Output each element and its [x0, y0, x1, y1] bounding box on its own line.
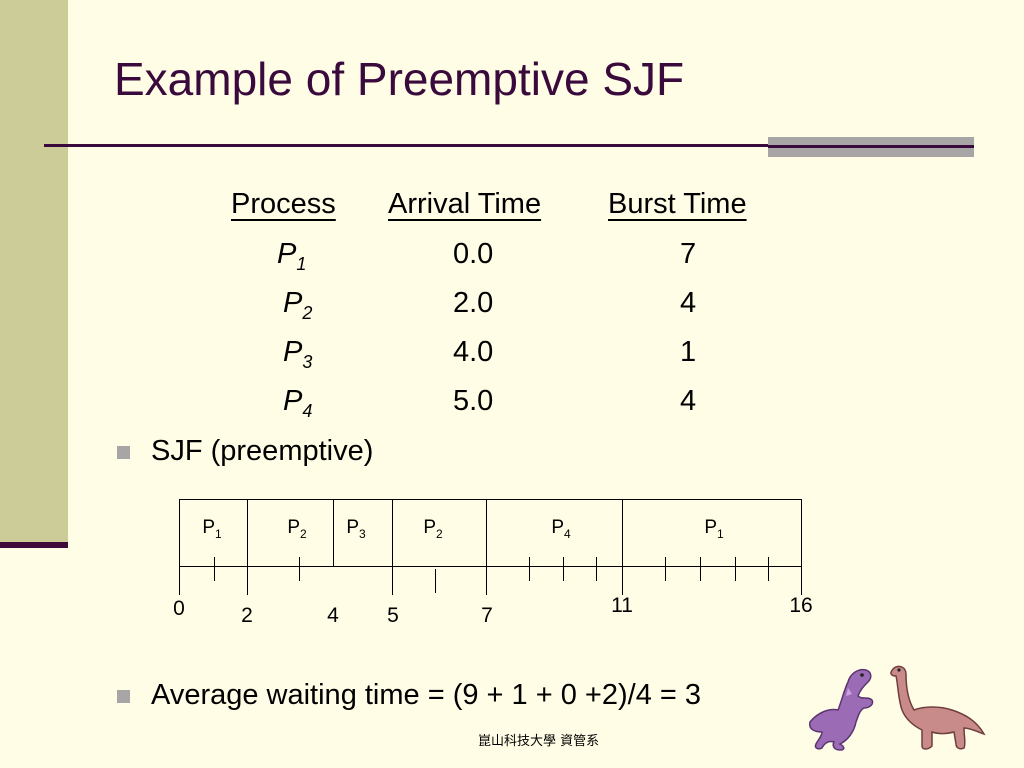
gantt-unit-tick — [596, 557, 597, 581]
pink-brontosaurus-icon — [890, 665, 986, 750]
gantt-unit-tick — [700, 557, 701, 581]
bullet-average-waiting-time: Average waiting time = (9 + 1 + 0 +2)/4 … — [151, 679, 701, 711]
table-row-arrival: 0.0 — [453, 238, 494, 270]
block-subscript: 1 — [717, 526, 724, 541]
gantt-boundary-16 — [801, 567, 802, 595]
gantt-time-label: 4 — [327, 604, 339, 627]
gantt-unit-tick — [529, 557, 530, 581]
gantt-time-label: 5 — [387, 604, 399, 627]
gantt-boundary-7 — [486, 499, 487, 595]
gantt-unit-tick — [665, 557, 666, 581]
title-divider — [44, 144, 974, 147]
block-name: P — [202, 517, 215, 538]
process-name: P — [283, 336, 303, 368]
gantt-time-label: 7 — [481, 604, 493, 627]
gantt-time-label: 16 — [789, 594, 813, 617]
gantt-boundary-2 — [247, 499, 248, 595]
left-sidebar-bar — [0, 0, 68, 548]
gantt-boundary-0 — [179, 567, 180, 595]
slide-footer: 崑山科技大學 資管系 — [478, 734, 600, 749]
process-subscript: 1 — [296, 253, 307, 274]
block-name: P — [704, 517, 717, 538]
table-row-process: P1 — [277, 238, 306, 275]
process-subscript: 3 — [302, 351, 313, 372]
block-name: P — [423, 517, 436, 538]
process-subscript: 2 — [302, 302, 313, 323]
table-header-arrival: Arrival Time — [388, 188, 542, 220]
slide-title: Example of Preemptive SJF — [114, 53, 685, 105]
gantt-block-label: P1 — [704, 517, 723, 541]
table-header-process: Process — [231, 188, 336, 220]
block-name: P — [346, 517, 359, 538]
gantt-unit-tick — [299, 557, 300, 581]
block-name: P — [551, 517, 564, 538]
block-name: P — [287, 517, 300, 538]
gantt-unit-tick — [435, 569, 436, 593]
gantt-unit-tick — [563, 557, 564, 581]
bullet-marker — [117, 446, 130, 459]
gantt-unit-tick — [768, 557, 769, 581]
gantt-time-label: 0 — [173, 597, 185, 620]
gantt-time-label: 2 — [241, 604, 253, 627]
block-subscript: 2 — [300, 526, 307, 541]
gantt-unit-tick — [214, 557, 215, 581]
table-row-process: P2 — [283, 287, 312, 324]
gantt-block-label: P2 — [423, 517, 442, 541]
table-row-burst: 1 — [680, 336, 697, 368]
process-name: P — [283, 287, 303, 319]
block-subscript: 1 — [215, 526, 222, 541]
table-row-process: P3 — [283, 336, 312, 373]
left-sidebar-rule — [0, 542, 68, 548]
table-row-burst: 7 — [680, 238, 697, 270]
table-header-burst: Burst Time — [608, 188, 747, 220]
gantt-block-label: P2 — [287, 517, 306, 541]
block-subscript: 3 — [359, 526, 366, 541]
gantt-chart-frame — [179, 499, 802, 567]
block-subscript: 2 — [436, 526, 443, 541]
bullet-marker — [117, 690, 130, 703]
table-row-process: P4 — [283, 385, 312, 422]
table-row-burst: 4 — [680, 287, 697, 319]
gantt-time-label: 11 — [611, 594, 633, 617]
gantt-unit-tick — [735, 557, 736, 581]
table-row-arrival: 4.0 — [453, 336, 494, 368]
gantt-boundary-11 — [622, 499, 623, 595]
process-name: P — [283, 385, 303, 417]
gantt-boundary-4 — [333, 499, 334, 567]
table-row-arrival: 2.0 — [453, 287, 494, 319]
title-accent-line — [768, 145, 974, 148]
process-name: P — [277, 238, 297, 270]
gantt-block-label: P1 — [202, 517, 221, 541]
purple-dinosaur-icon — [808, 668, 874, 751]
gantt-boundary-5 — [392, 499, 393, 595]
gantt-block-label: P3 — [346, 517, 365, 541]
bullet-sjf-preemptive: SJF (preemptive) — [151, 435, 374, 467]
block-subscript: 4 — [564, 526, 571, 541]
process-subscript: 4 — [302, 400, 313, 421]
gantt-block-label: P4 — [551, 517, 570, 541]
table-row-burst: 4 — [680, 385, 697, 417]
table-row-arrival: 5.0 — [453, 385, 494, 417]
